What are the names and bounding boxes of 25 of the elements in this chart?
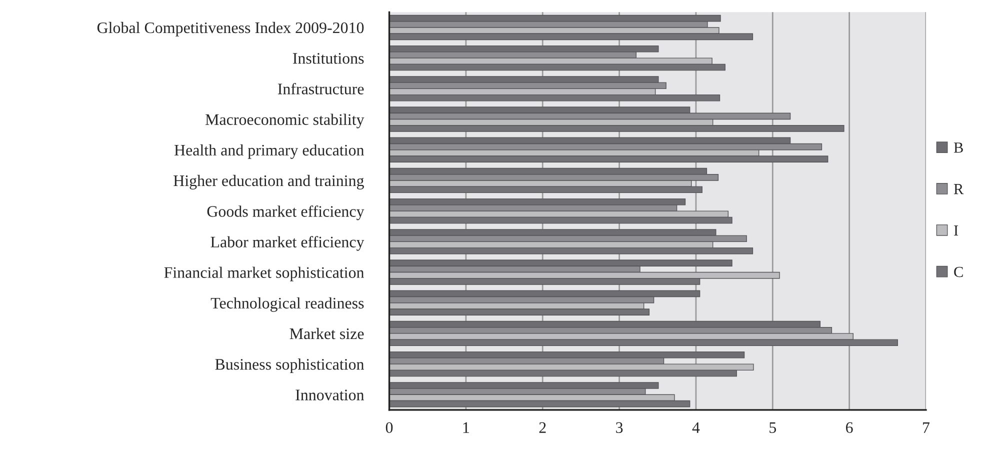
y-tick-label: Health and primary education [174, 144, 364, 159]
y-tick-label: Financial market sophistication [164, 266, 364, 282]
x-tick-label: 6 [846, 422, 853, 434]
y-tick-label: Labor market efficiency [210, 236, 364, 251]
x-tick-label: 5 [770, 422, 776, 434]
y-tick-label: Technological readiness [210, 297, 364, 312]
y-tick-label: Institutions [292, 53, 364, 64]
y-tick-label: Business sophistication [215, 358, 364, 374]
legend-label: B [954, 142, 963, 153]
x-tick-label: 3 [616, 422, 623, 434]
y-tick-label: Macroeconomic stability [205, 114, 364, 128]
y-tick-label: Market size [290, 328, 364, 340]
x-tick-label: 7 [923, 422, 930, 433]
legend-label: I [954, 226, 958, 236]
x-tick-label: 0 [386, 422, 393, 434]
y-tick-label: Higher education and training [174, 174, 364, 190]
x-tick-label: 4 [692, 422, 700, 433]
y-tick-label: Global Competitiveness Index 2009-2010 [97, 22, 364, 36]
y-tick-label: Innovation [296, 390, 364, 400]
legend-label: C [954, 266, 963, 278]
y-tick-label: Infrastructure [278, 82, 364, 94]
y-tick-label: Goods market efficiency [207, 205, 364, 220]
legend-label: R [954, 184, 964, 194]
x-tick-label: 2 [539, 422, 546, 433]
x-tick-label: 1 [463, 422, 469, 433]
